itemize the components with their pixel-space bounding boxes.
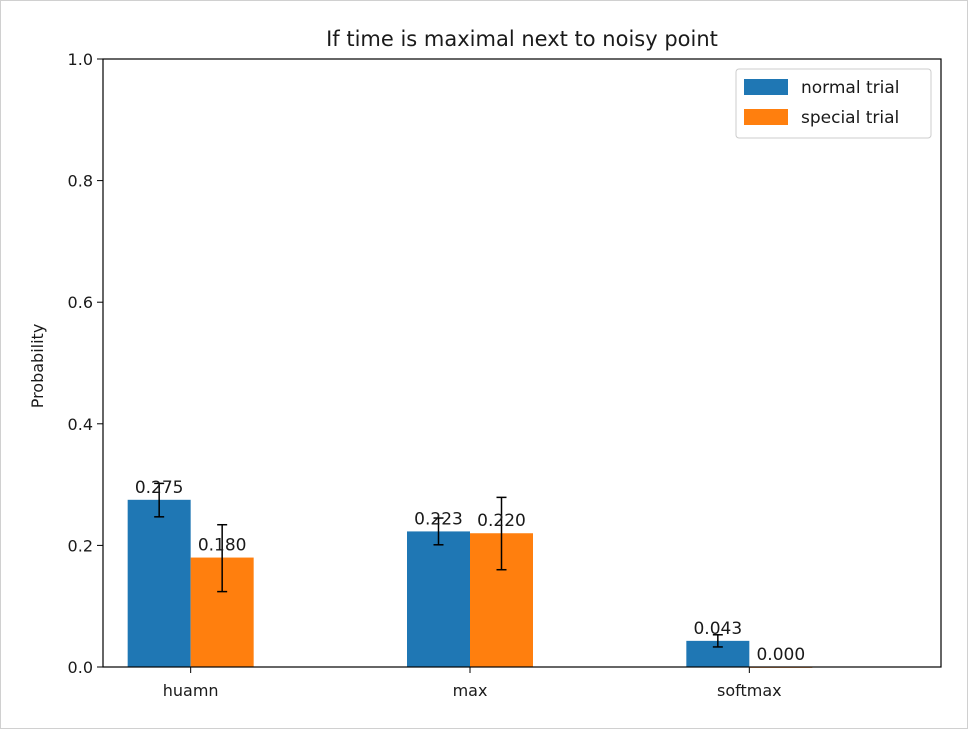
chart-title: If time is maximal next to noisy point [326,27,718,51]
y-tick-label: 0.4 [68,415,93,434]
data-label: 0.275 [135,478,184,498]
bar-normal-trial-max [407,531,470,667]
x-tick-label: max [453,681,488,700]
plot-area-frame [102,58,942,668]
x-tick-label: huamn [163,681,219,700]
data-label: 0.180 [198,536,247,556]
x-tick-label: softmax [717,681,782,700]
y-axis-ticks: 0.0 0.2 0.4 0.6 0.8 1.0 [68,50,103,677]
data-labels-group: 0.275 0.223 0.043 0.180 0.220 0.000 [135,478,805,665]
legend-label: special trial [801,108,899,128]
legend-swatch-special-trial [744,109,788,125]
legend-swatch-normal-trial [744,79,788,95]
data-label: 0.223 [414,509,463,529]
y-axis-label: Probability [28,324,47,409]
data-label: 0.043 [693,619,742,639]
legend-label: normal trial [801,78,900,98]
bars-group [127,499,813,668]
data-label: 0.220 [477,511,526,531]
data-label: 0.000 [756,645,805,665]
bar-normal-trial-huamn [127,499,191,667]
y-tick-label: 0.2 [68,536,93,555]
y-tick-label: 0.0 [68,658,93,677]
x-axis-ticks: huamn max softmax [163,667,782,700]
y-tick-label: 1.0 [68,50,93,69]
error-bars-group [154,482,723,648]
y-tick-label: 0.6 [68,293,93,312]
y-tick-label: 0.8 [68,172,93,191]
legend: normal trial special trial [735,68,932,139]
